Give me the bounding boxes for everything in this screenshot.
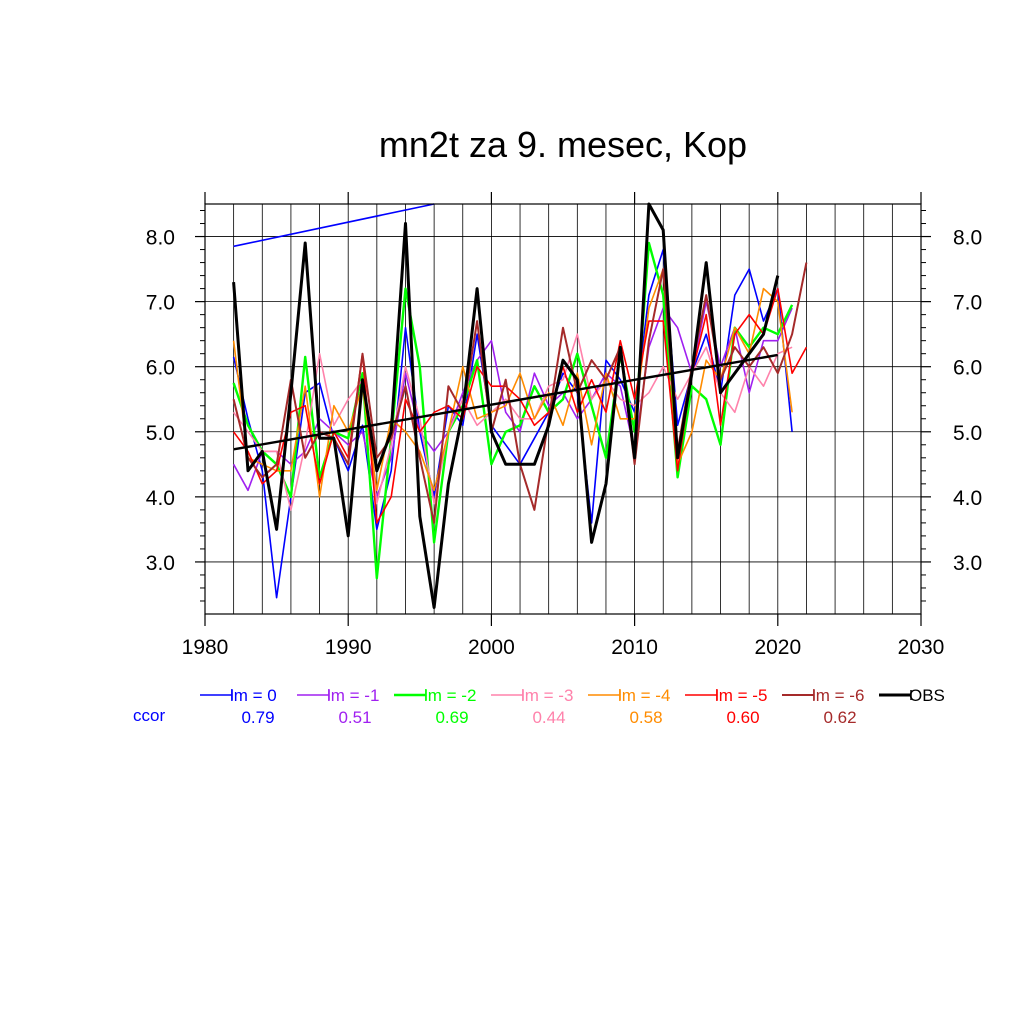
ccor-label: ccor [133, 706, 165, 725]
series-line-0 [232, 248, 793, 599]
trend-line-0 [233, 353, 779, 451]
y-tick-label-right: 3.0 [953, 552, 982, 575]
y-tick-label-right: 8.0 [953, 227, 982, 250]
y-tick-label-right: 7.0 [953, 292, 982, 315]
legend-label-3: lm = -3 [521, 686, 573, 705]
legend-corr-4: 0.58 [629, 708, 662, 727]
y-tick-label-left: 6.0 [146, 357, 175, 380]
y-tick-label-right: 5.0 [953, 422, 982, 445]
tick-labels: 1980 1990 2000 2010 2020 2030 3.0 3.0 4.0 4.0 5.0 5… [146, 227, 982, 659]
legend-corr-3: 0.44 [532, 708, 565, 727]
legend-corr-5: 0.60 [726, 708, 759, 727]
series-line-3 [232, 333, 793, 511]
y-tick-label-left: 4.0 [146, 487, 175, 510]
x-tick-label: 1990 [325, 636, 372, 659]
chart-title: mn2t za 9. mesec, Kop [379, 124, 747, 165]
y-tick-label-left: 5.0 [146, 422, 175, 445]
y-tick-label-left: 8.0 [146, 227, 175, 250]
x-tick-label: 2030 [898, 636, 945, 659]
legend-corr-1: 0.51 [338, 708, 371, 727]
legend-label-6: lm = -6 [812, 686, 864, 705]
y-tick-label-right: 4.0 [953, 487, 982, 510]
axis-ticks [195, 192, 931, 626]
legend-corr-6: 0.62 [823, 708, 856, 727]
x-tick-label: 2020 [754, 636, 801, 659]
series-line-4 [232, 268, 793, 498]
trend-line-1 [233, 203, 435, 248]
legend-label-1: lm = -1 [327, 686, 379, 705]
plot-area [232, 202, 808, 609]
legend-corr-0: 0.79 [241, 708, 274, 727]
legend-label-2: lm = -2 [424, 686, 476, 705]
legend-label-7: OBS [909, 686, 945, 705]
legend-label-5: lm = -5 [715, 686, 767, 705]
x-tick-label: 1980 [182, 636, 229, 659]
plot-frame [204, 203, 922, 615]
y-tick-label-right: 6.0 [953, 357, 982, 380]
y-tick-label-left: 7.0 [146, 292, 175, 315]
legend-corr-2: 0.69 [435, 708, 468, 727]
legend-label-0: lm = 0 [230, 686, 277, 705]
x-tick-label: 2010 [611, 636, 658, 659]
legend: lm = 0 0.79 lm = -1 0.51 lm = -2 0.69 lm = -3 0… [133, 686, 945, 727]
series-line-7 [232, 202, 780, 609]
x-tick-label: 2000 [468, 636, 515, 659]
y-tick-label-left: 3.0 [146, 552, 175, 575]
grid [204, 204, 922, 614]
legend-label-4: lm = -4 [618, 686, 670, 705]
